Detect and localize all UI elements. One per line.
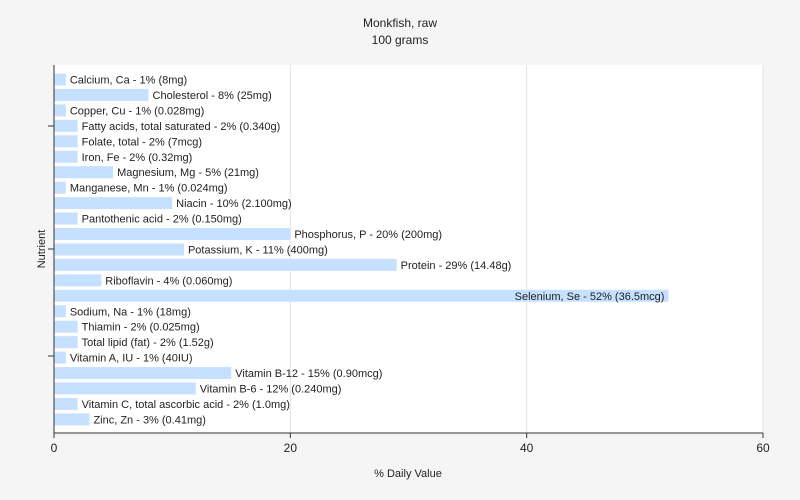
bar xyxy=(54,104,66,117)
bar xyxy=(54,336,78,349)
bar-label: Phosphorus, P - 20% (200mg) xyxy=(294,229,442,241)
grid-lines xyxy=(289,65,764,433)
bar xyxy=(54,274,102,287)
y-axis-ticks xyxy=(48,125,54,357)
bar-label: Iron, Fe - 2% (0.32mg) xyxy=(82,152,193,164)
bar-label: Copper, Cu - 1% (0.028mg) xyxy=(70,105,205,117)
chart-subtitle: 100 grams xyxy=(372,33,429,47)
bar-label: Selenium, Se - 52% (36.5mcg) xyxy=(515,291,665,303)
bar-label: Folate, total - 2% (7mcg) xyxy=(82,136,202,148)
x-axis-label: % Daily Value xyxy=(374,468,442,480)
y-axis-label: Nutrient xyxy=(36,230,48,269)
bar xyxy=(54,181,66,194)
bar-label: Potassium, K - 11% (400mg) xyxy=(188,244,328,256)
chart-title: Monkfish, raw xyxy=(363,16,437,30)
bar-label: Riboflavin - 4% (0.060mg) xyxy=(105,275,232,287)
bar xyxy=(54,197,173,210)
bar xyxy=(54,119,78,132)
bar-labels-group: Calcium, Ca - 1% (8mg) Cholesterol - 8% (… xyxy=(70,75,665,427)
x-tick-label: 0 xyxy=(51,441,58,455)
bar-label: Fatty acids, total saturated - 2% (0.340… xyxy=(82,121,281,133)
bar xyxy=(54,305,66,318)
bar xyxy=(54,320,78,333)
bar-label: Cholesterol - 8% (25mg) xyxy=(153,90,272,102)
bar xyxy=(54,367,232,380)
bar-label: Niacin - 10% (2.100mg) xyxy=(176,198,292,210)
bar-label: Vitamin C, total ascorbic acid - 2% (1.0… xyxy=(82,399,290,411)
bar-label: Zinc, Zn - 3% (0.41mg) xyxy=(93,414,205,426)
bar-label: Vitamin A, IU - 1% (40IU) xyxy=(70,353,193,365)
x-tick-label: 20 xyxy=(284,441,298,455)
x-tick-label: 40 xyxy=(520,441,534,455)
bar xyxy=(54,135,78,148)
bar xyxy=(54,258,397,271)
bar-label: Pantothenic acid - 2% (0.150mg) xyxy=(82,214,242,226)
bar xyxy=(54,289,669,302)
bar xyxy=(54,413,90,426)
bar-label: Manganese, Mn - 1% (0.024mg) xyxy=(70,183,228,195)
bar-label: Thiamin - 2% (0.025mg) xyxy=(82,322,200,334)
bar-label: Sodium, Na - 1% (18mg) xyxy=(70,306,191,318)
bar xyxy=(54,351,66,364)
bar-label: Calcium, Ca - 1% (8mg) xyxy=(70,75,187,87)
x-axis-ticks: 0 20 40 60 xyxy=(51,433,770,455)
bar xyxy=(54,150,78,163)
bar xyxy=(54,166,114,179)
bar xyxy=(54,243,184,256)
bar xyxy=(54,397,78,410)
x-tick-label: 60 xyxy=(756,441,770,455)
bar xyxy=(54,88,149,101)
bar xyxy=(54,382,196,395)
bar xyxy=(54,228,291,240)
bar-label: Total lipid (fat) - 2% (1.52g) xyxy=(82,337,214,349)
bar-label: Protein - 29% (14.48g) xyxy=(401,260,512,272)
bar xyxy=(54,73,66,86)
bar-label: Vitamin B-6 - 12% (0.240mg) xyxy=(200,384,342,396)
bars-group xyxy=(54,73,669,426)
bar-label: Vitamin B-12 - 15% (0.90mcg) xyxy=(235,368,382,380)
bar xyxy=(54,212,78,225)
bar-label: Magnesium, Mg - 5% (21mg) xyxy=(117,167,259,179)
